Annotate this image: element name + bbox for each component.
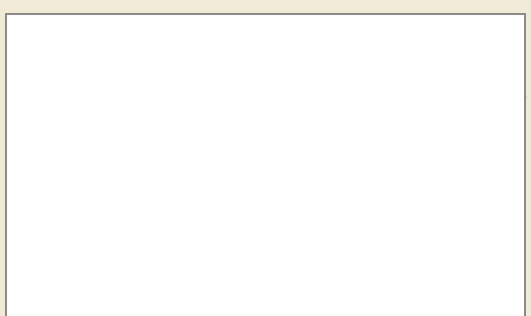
Bar [6,301,525,316]
Text: 80.00: 80.00 [210,240,234,249]
Text: 80.00: 80.00 [210,308,234,316]
Text: $77.67: $77.67 [156,263,186,271]
Text: ▶: ▶ [7,297,15,307]
Text: Bond C (8% coupon): Bond C (8% coupon) [8,285,106,294]
Text: 1: 1 [168,67,174,76]
Text: 80.00: 80.00 [258,308,282,316]
Text: $80.00: $80.00 [156,172,186,180]
Text: 0.8638: 0.8638 [254,126,285,135]
Text: 4.90: 4.90 [456,263,475,271]
Text: 1,080.00: 1,080.00 [251,240,289,249]
Text: Bond B (8% coupon): Bond B (8% coupon) [8,217,107,226]
Bar [144,14,341,47]
Text: $77.67: $77.67 [156,194,186,203]
Text: $1,076.19: $1,076.19 [352,194,396,203]
Text: Discount factors: Discount factors [8,126,79,135]
Bar [6,187,525,210]
Bar [6,119,525,142]
Bar [6,47,525,96]
Bar [6,278,525,301]
Text: $80.00: $80.00 [156,240,186,249]
Text: The law of one price applied to government bonds.: The law of one price applied to governme… [70,297,320,307]
Text: 0.06: 0.06 [307,103,327,112]
Text: Bond A (8% coupon): Bond A (8% coupon) [8,149,107,158]
Text: 0.7921: 0.7921 [302,126,332,135]
Text: $1,084.58: $1,084.58 [352,263,396,271]
Text: 2: 2 [219,67,225,76]
Text: Payment (C₁): Payment (C₁) [17,240,74,249]
Text: 0.05: 0.05 [260,103,279,112]
Bar [6,233,525,256]
Text: Bond
Price (PV): Bond Price (PV) [350,62,397,82]
Text: Payment (C₁): Payment (C₁) [17,308,74,316]
Text: 3.96: 3.96 [456,194,475,203]
Bar [6,96,525,119]
Text: Payment (C₁): Payment (C₁) [17,172,74,180]
Bar [6,142,525,165]
Text: $80.00: $80.00 [156,308,186,316]
Text: 932.94: 932.94 [255,263,285,271]
Text: 1,080.00: 1,080.00 [203,172,241,180]
Text: 998.52: 998.52 [207,194,237,203]
Text: Year (t): Year (t) [220,26,264,36]
Bar [6,210,525,233]
Text: 0.9709: 0.9709 [156,126,186,135]
Text: TABLE 3.5: TABLE 3.5 [22,297,76,307]
Text: 3: 3 [267,67,272,76]
Text: PV (C₁): PV (C₁) [17,263,47,271]
Text: 4: 4 [314,67,320,76]
Bar [6,165,525,187]
Text: 0.9246: 0.9246 [207,126,237,135]
Text: 1,080.00: 1,080.00 [298,308,336,316]
Text: 0.03: 0.03 [161,103,181,112]
Text: PV (C₁): PV (C₁) [17,194,47,203]
Bar [6,256,525,278]
Text: Yield to
Maturity (y, %): Yield to Maturity (y, %) [430,62,501,82]
Text: 73.96: 73.96 [210,263,234,271]
Text: 0.04: 0.04 [212,103,232,112]
Text: Spot rates: Spot rates [8,103,53,112]
